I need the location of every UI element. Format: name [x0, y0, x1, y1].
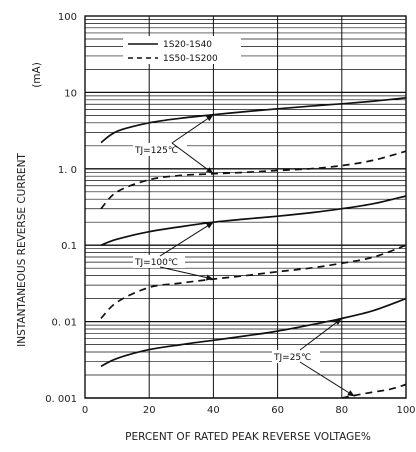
- annotation-tj-25: TJ=25℃: [273, 353, 311, 363]
- annotation-arrow-line: [171, 114, 214, 144]
- series-dashed-1: [100, 150, 407, 210]
- y-tick-label: 0. 001: [45, 394, 77, 405]
- x-tick-label: 40: [207, 405, 220, 416]
- y-tick-label: 10: [64, 88, 77, 99]
- annotation-arrow-line: [159, 266, 214, 280]
- annotation-arrow-line: [299, 361, 355, 397]
- y-axis-unit: (mA): [31, 62, 43, 88]
- annotation-arrow-line: [171, 142, 214, 175]
- annotation-box-100: [133, 255, 185, 268]
- annotation-arrowhead: [347, 390, 355, 397]
- annotation-arrowhead: [205, 114, 214, 122]
- annotation-arrow-line: [299, 318, 343, 351]
- annotation-box-25: [272, 350, 320, 363]
- x-axis-title: PERCENT OF RATED PEAK REVERSE VOLTAGE%: [125, 431, 371, 443]
- y-tick-label: 0. 01: [52, 318, 77, 329]
- annotation-tj-125: TJ=125℃: [134, 146, 178, 156]
- legend-label-solid: 1S20-1S40: [163, 40, 212, 50]
- series-dashed-5: [341, 383, 407, 399]
- annotation-arrowhead: [205, 274, 214, 281]
- curve-layer: [100, 96, 407, 399]
- x-tick-label: 20: [143, 405, 156, 416]
- annotations: TJ=125℃ TJ=100℃ TJ=25℃: [133, 143, 320, 363]
- y-axis-title: INSTANTANEOUS REVERSE CURRENT: [16, 153, 28, 347]
- series-solid-2: [100, 195, 407, 246]
- annotation-arrowhead: [205, 222, 214, 229]
- legend: 1S20-1S40 1S50-1S200: [123, 36, 241, 64]
- y-tick-label: 0.1: [61, 241, 77, 252]
- plot-frame: [84, 15, 407, 399]
- x-tick-label: 80: [335, 405, 348, 416]
- annotation-arrows: [159, 114, 355, 397]
- annotation-tj-100: TJ=100℃: [134, 258, 178, 268]
- y-tick-label: 100: [58, 12, 77, 23]
- y-tick-label: 1. 0: [58, 165, 77, 176]
- legend-box: [123, 36, 241, 64]
- annotation-arrowhead: [205, 167, 214, 174]
- tick-labels: 0 20 40 60 80 100 0. 001 0. 01 0.1 1. 0 10 100: [45, 12, 415, 416]
- series-solid-4: [100, 297, 407, 368]
- x-tick-label: 100: [396, 405, 415, 416]
- series-solid-0: [100, 96, 407, 144]
- annotation-arrowhead: [334, 318, 342, 326]
- annotation-box-125: [133, 143, 187, 156]
- legend-label-dashed: 1S50-1S200: [163, 54, 218, 64]
- x-tick-label: 0: [82, 405, 88, 416]
- annotation-arrow-line: [159, 221, 214, 257]
- x-tick-label: 60: [271, 405, 284, 416]
